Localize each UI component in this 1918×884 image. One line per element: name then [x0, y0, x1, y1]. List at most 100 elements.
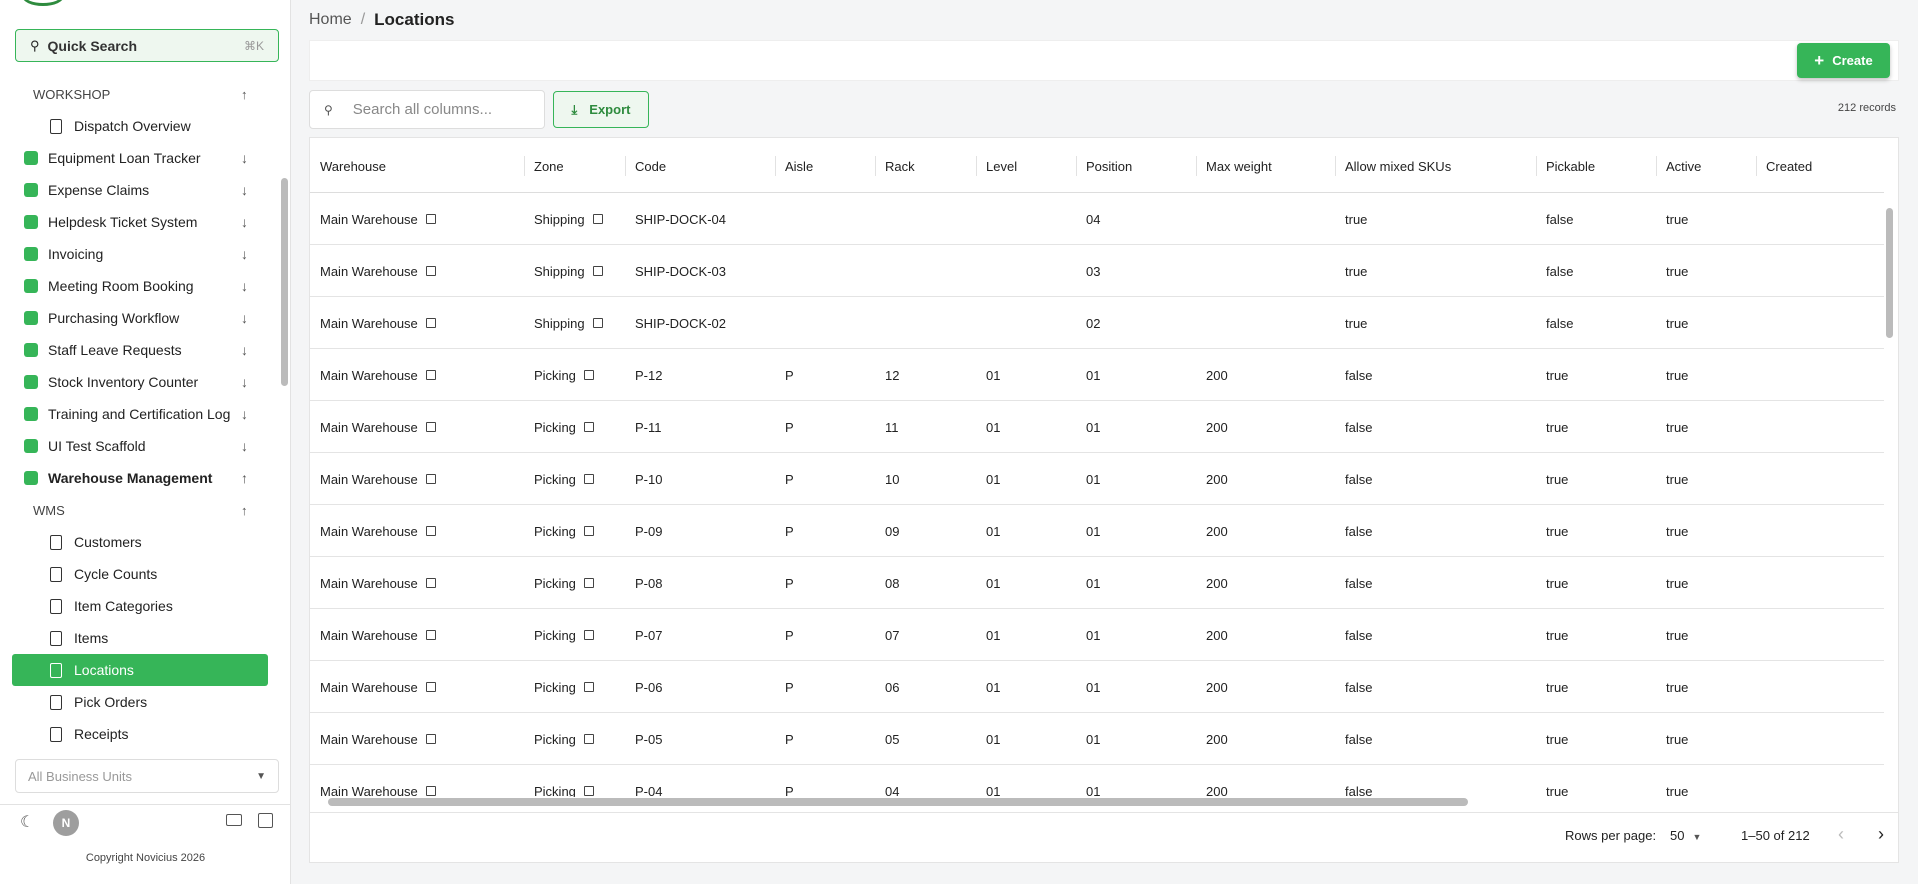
open-link-icon[interactable]: [425, 214, 436, 224]
nav-app[interactable]: Training and Certification Log ↓: [24, 398, 248, 430]
nav-app[interactable]: UI Test Scaffold ↓: [24, 430, 248, 462]
table-row[interactable]: Main Warehouse Shipping SHIP-DOCK-04 04 true…: [310, 193, 1884, 245]
column-header[interactable]: Active: [1666, 158, 1702, 174]
app-label: Helpdesk Ticket System: [48, 214, 198, 230]
column-header[interactable]: Max weight: [1206, 158, 1272, 174]
business-unit-select[interactable]: All Business Units ▼: [15, 759, 279, 793]
open-link-icon[interactable]: [583, 370, 594, 380]
desktop-icon[interactable]: [226, 814, 242, 826]
nav-page[interactable]: Receipts: [12, 718, 268, 750]
nav-group[interactable]: WORKSHOP ↑: [33, 78, 248, 110]
column-header[interactable]: Level: [986, 158, 1018, 174]
table-cell: 03: [1086, 245, 1100, 297]
open-link-icon[interactable]: [583, 682, 594, 692]
theme-toggle[interactable]: ☾: [20, 814, 35, 831]
column-header[interactable]: Created: [1766, 158, 1813, 174]
open-link-icon[interactable]: [425, 630, 436, 640]
table-row[interactable]: Main Warehouse Picking P-08 P 08 01 01 200 false…: [310, 557, 1884, 609]
table-row[interactable]: Main Warehouse Picking P-06 P 06 01 01 200 false…: [310, 661, 1884, 713]
table-row[interactable]: Main Warehouse Picking P-11 P 11 01 01 200 false…: [310, 401, 1884, 453]
open-link-icon[interactable]: [425, 422, 436, 432]
action-bar: [309, 40, 1899, 81]
open-link-icon[interactable]: [583, 734, 594, 744]
sidebar: ⚲ Quick Search ⌘K WORKSHOP ↑ Dispatch Over…: [0, 0, 291, 884]
table-cell: Shipping: [534, 245, 603, 297]
open-link-icon[interactable]: [592, 266, 603, 276]
open-link-icon[interactable]: [425, 266, 436, 276]
nav-group[interactable]: WMS ↑: [33, 494, 248, 526]
nav-page[interactable]: Locations: [12, 654, 268, 686]
open-link-icon[interactable]: [583, 474, 594, 484]
table-row[interactable]: Main Warehouse Shipping SHIP-DOCK-02 02 true…: [310, 297, 1884, 349]
nav-page[interactable]: Item Categories: [12, 590, 268, 622]
collapse-icon[interactable]: [258, 813, 273, 828]
nav-app[interactable]: Invoicing ↓: [24, 238, 248, 270]
open-link-icon[interactable]: [583, 422, 594, 432]
table-cell: true: [1345, 245, 1367, 297]
column-header[interactable]: Zone: [534, 158, 564, 174]
nav-app[interactable]: Warehouse Management ↑: [24, 462, 248, 494]
cell-text: true: [1546, 575, 1569, 591]
cell-text: false: [1345, 471, 1373, 487]
column-divider: [1756, 156, 1757, 176]
open-link-icon[interactable]: [592, 214, 603, 224]
page-label: Items: [74, 630, 109, 646]
table-row[interactable]: Main Warehouse Picking P-10 P 10 01 01 200 false…: [310, 453, 1884, 505]
open-link-icon[interactable]: [425, 682, 436, 692]
crumb-home[interactable]: Home: [309, 11, 352, 28]
open-link-icon[interactable]: [583, 526, 594, 536]
table-row[interactable]: Main Warehouse Picking P-12 P 12 01 01 200 false…: [310, 349, 1884, 401]
column-header[interactable]: Rack: [885, 158, 915, 174]
table-search[interactable]: ⚲ Search all columns...: [309, 90, 545, 129]
app-label: Expense Claims: [48, 182, 150, 198]
prev-page[interactable]: ‹: [1838, 824, 1844, 844]
open-link-icon[interactable]: [425, 786, 436, 796]
nav-page[interactable]: Cycle Counts: [12, 558, 268, 590]
nav-app[interactable]: Stock Inventory Counter ↓: [24, 366, 248, 398]
nav-app[interactable]: Meeting Room Booking ↓: [24, 270, 248, 302]
open-link-icon[interactable]: [592, 318, 603, 328]
nav-page[interactable]: Dispatch Overview: [12, 110, 268, 142]
table-cell: 01: [986, 453, 1000, 505]
open-link-icon[interactable]: [583, 578, 594, 588]
open-link-icon[interactable]: [425, 734, 436, 744]
export-button[interactable]: ⤓ Export: [553, 91, 649, 128]
column-header[interactable]: Pickable: [1546, 158, 1596, 174]
nav-page[interactable]: Items: [12, 622, 268, 654]
open-link-icon[interactable]: [583, 630, 594, 640]
nav-app[interactable]: Staff Leave Requests ↓: [24, 334, 248, 366]
nav-app[interactable]: Helpdesk Ticket System ↓: [24, 206, 248, 238]
cell-text: true: [1666, 211, 1689, 227]
avatar[interactable]: N: [53, 810, 79, 836]
nav-page[interactable]: Pick Orders: [12, 686, 268, 718]
nav-app[interactable]: Expense Claims ↓: [24, 174, 248, 206]
next-page[interactable]: ›: [1878, 824, 1884, 844]
table-row[interactable]: Main Warehouse Picking P-05 P 05 01 01 200 false…: [310, 713, 1884, 765]
column-header[interactable]: Aisle: [785, 158, 814, 174]
nav-app[interactable]: Purchasing Workflow ↓: [24, 302, 248, 334]
open-link-icon[interactable]: [425, 474, 436, 484]
table-row[interactable]: Main Warehouse Picking P-04 P 04 01 01 200 false…: [310, 765, 1884, 798]
crumb-separator: /: [360, 11, 366, 28]
column-header[interactable]: Position: [1086, 158, 1133, 174]
create-button[interactable]: + Create: [1797, 43, 1890, 78]
column-header[interactable]: Warehouse: [320, 158, 386, 174]
table-cell: SHIP-DOCK-04: [635, 193, 726, 245]
table-cell: Shipping: [534, 297, 603, 349]
open-link-icon[interactable]: [425, 318, 436, 328]
quick-search[interactable]: ⚲ Quick Search ⌘K: [15, 29, 279, 62]
nav-app[interactable]: Equipment Loan Tracker ↓: [24, 142, 248, 174]
open-link-icon[interactable]: [425, 526, 436, 536]
open-link-icon[interactable]: [583, 786, 594, 796]
column-header[interactable]: Allow mixed SKUs: [1345, 158, 1452, 174]
column-header[interactable]: Code: [635, 158, 667, 174]
open-link-icon[interactable]: [425, 578, 436, 588]
table-row[interactable]: Main Warehouse Picking P-09 P 09 01 01 200 false…: [310, 505, 1884, 557]
cell-text: true: [1666, 419, 1689, 435]
table-row[interactable]: Main Warehouse Picking P-07 P 07 01 01 200 false…: [310, 609, 1884, 661]
table-cell: true: [1345, 297, 1367, 349]
open-link-icon[interactable]: [425, 370, 436, 380]
table-row[interactable]: Main Warehouse Shipping SHIP-DOCK-03 03 true…: [310, 245, 1884, 297]
rows-per-page[interactable]: 50 ▼: [1670, 828, 1702, 843]
nav-page[interactable]: Customers: [12, 526, 268, 558]
